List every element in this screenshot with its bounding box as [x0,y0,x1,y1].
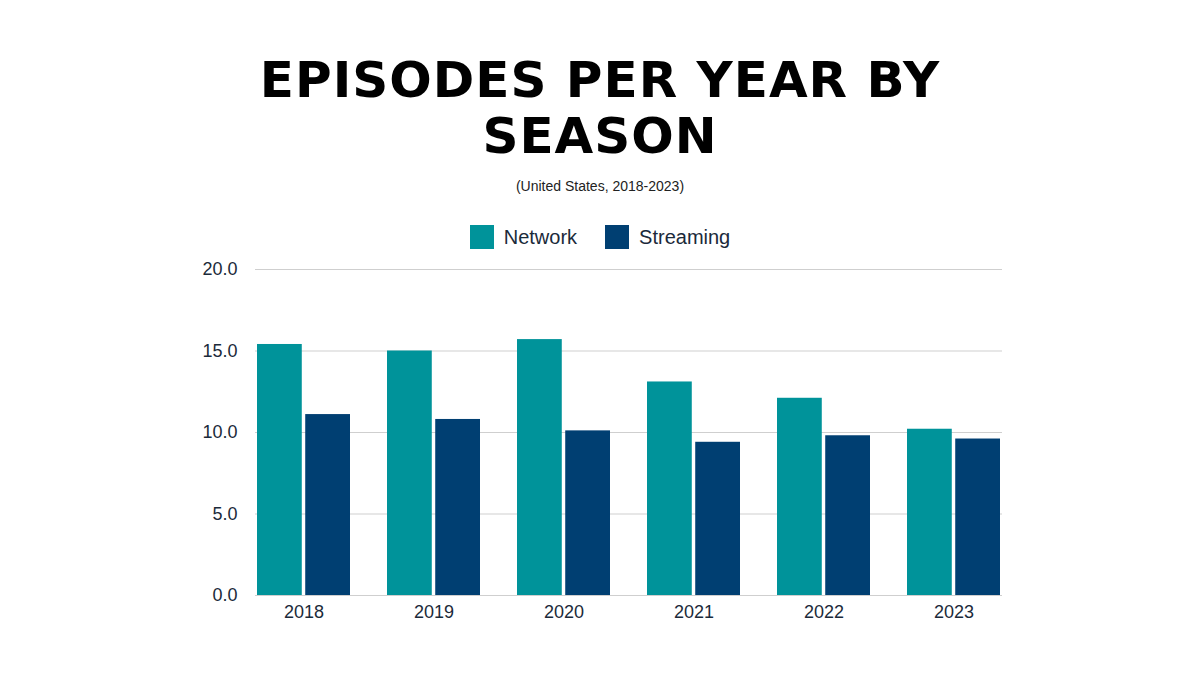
svg-text:20.0: 20.0 [202,259,237,279]
html-text:Network: Network [503,225,578,248]
svg-text:15.0: 15.0 [202,341,237,361]
svg-text:10.0: 10.0 [202,422,237,442]
svg-text:2022: 2022 [804,602,844,622]
svg-text:2021: 2021 [674,602,714,622]
svg-text:5.0: 5.0 [212,504,237,524]
html-text:Streaming: Streaming [639,225,731,248]
svg-text:2020: 2020 [544,602,584,622]
svg-text:0.0: 0.0 [212,585,237,605]
svg-text:2019: 2019 [414,602,454,622]
svg-text:2023: 2023 [934,602,974,622]
html-text:(United States, 2018-2023): (United States, 2018-2023) [515,178,684,194]
svg-text:2018: 2018 [284,602,324,622]
html-text:EPISODES PER YEAR BY SEASON: EPISODES PER YEAR BY SEASON [259,51,941,165]
